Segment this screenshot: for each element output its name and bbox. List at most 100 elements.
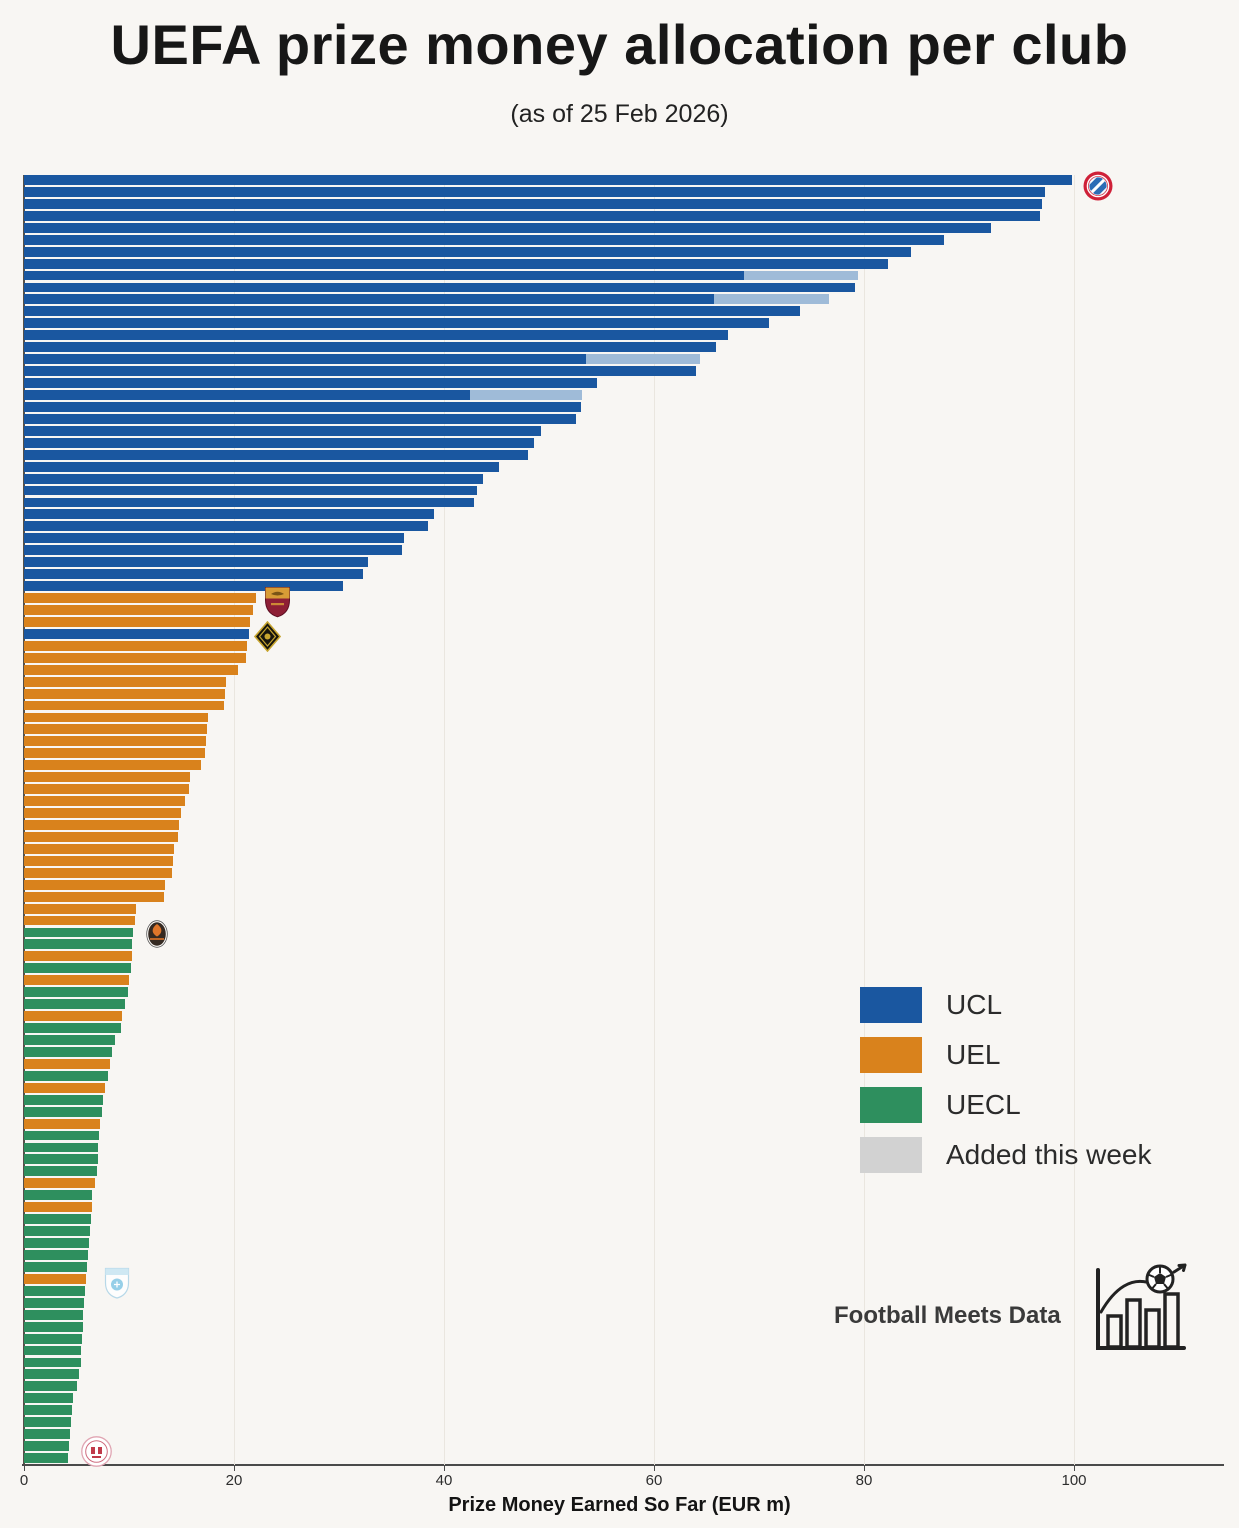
bar-ucl-10 <box>24 282 855 293</box>
bar-ucl-12 <box>24 306 800 317</box>
legend-item-uecl: UECL <box>860 1080 1151 1130</box>
bar-added-segment <box>585 354 701 365</box>
legend-label: UECL <box>946 1089 1021 1120</box>
bar-uecl-92 <box>24 1261 87 1272</box>
bar-uecl-86 <box>24 1190 93 1201</box>
bar-uel-48 <box>24 736 206 747</box>
bar-ucl-8 <box>24 258 889 269</box>
bar-ucl-28 <box>24 497 475 508</box>
bar-ucl-21 <box>24 413 577 424</box>
malmo-ff-crest <box>104 1267 130 1299</box>
bar-ucl-25 <box>24 461 499 472</box>
bar-uel-61 <box>24 891 164 902</box>
bar-uecl-103 <box>24 1393 74 1404</box>
bar-uel-57 <box>24 843 175 854</box>
legend-item-ucl: UCL <box>860 980 1151 1030</box>
gridline-80 <box>864 175 865 1465</box>
bar-ucl-15 <box>24 342 716 353</box>
bar-uel-60 <box>24 879 165 890</box>
bar-uecl-79 <box>24 1106 102 1117</box>
bar-uecl-98 <box>24 1333 82 1344</box>
bar-uel-42 <box>24 664 239 675</box>
bar-ucl-19 <box>24 390 471 400</box>
bar-ucl-5 <box>24 222 991 233</box>
bar-uecl-95 <box>24 1297 84 1308</box>
bar-uecl-84 <box>24 1166 97 1177</box>
bar-ucl-9 <box>24 270 745 281</box>
bar-uecl-69 <box>24 987 128 998</box>
x-tick-60 <box>654 1466 655 1471</box>
bar-uel-50 <box>24 760 202 771</box>
bar-uel-93 <box>24 1273 86 1284</box>
bar-ucl-22 <box>24 425 541 436</box>
gridline-40 <box>444 175 445 1465</box>
bar-ucl-35 <box>24 581 344 592</box>
bar-uecl-81 <box>24 1130 99 1141</box>
bar-uecl-91 <box>24 1250 88 1260</box>
legend-label: UCL <box>946 989 1003 1020</box>
bar-ucl-2 <box>24 186 1045 197</box>
bar-uel-43 <box>24 676 226 687</box>
x-tick-40 <box>444 1466 445 1471</box>
x-axis-line <box>22 1464 1224 1466</box>
brand-watermark: Football Meets Data <box>834 1302 1061 1329</box>
bar-added-segment <box>713 294 830 305</box>
bar-uecl-90 <box>24 1238 90 1248</box>
bar-uecl-73 <box>24 1035 116 1045</box>
bar-ucl-34 <box>24 569 364 580</box>
x-tick-label-0: 0 <box>19 1472 29 1489</box>
legend-swatch <box>860 1037 922 1073</box>
bar-uel-36 <box>24 593 257 603</box>
bar-uecl-89 <box>24 1226 91 1237</box>
x-axis-title: Prize Money Earned So Far (EUR m) <box>448 1494 791 1516</box>
chart-subtitle: (as of 25 Feb 2026) <box>510 100 729 128</box>
bar-uecl-64 <box>24 927 134 938</box>
x-tick-label-40: 40 <box>435 1472 453 1489</box>
bar-ucl-33 <box>24 557 369 568</box>
bar-ucl-13 <box>24 318 769 329</box>
bar-ucl-23 <box>24 437 535 448</box>
bar-uel-85 <box>24 1178 96 1189</box>
fmd-ball-barchart-logo <box>1096 1263 1187 1350</box>
x-tick-label-60: 60 <box>645 1472 663 1489</box>
bar-ucl-18 <box>24 378 598 388</box>
bar-ucl-6 <box>24 234 944 245</box>
black-gold-diamond-crest <box>254 621 281 652</box>
bar-uecl-101 <box>24 1369 79 1380</box>
bar-uecl-108 <box>24 1453 69 1463</box>
bar-uecl-107 <box>24 1441 70 1452</box>
bar-uel-71 <box>24 1011 122 1022</box>
bar-uel-37 <box>24 605 253 615</box>
legend-item-uel: UEL <box>860 1030 1151 1080</box>
bar-uel-41 <box>24 652 246 663</box>
bar-ucl-27 <box>24 485 477 496</box>
bar-ucl-17 <box>24 366 696 377</box>
bar-uel-59 <box>24 867 172 878</box>
x-tick-label-20: 20 <box>225 1472 243 1489</box>
bar-ucl-16 <box>24 354 586 365</box>
bar-uel-63 <box>24 915 136 926</box>
legend-label: UEL <box>946 1039 1001 1070</box>
bar-uel-66 <box>24 951 133 962</box>
bar-uecl-100 <box>24 1357 81 1368</box>
bayern-munich-crest <box>1083 171 1113 201</box>
bar-uel-62 <box>24 903 137 914</box>
bar-uel-51 <box>24 772 190 783</box>
bar-uecl-102 <box>24 1381 77 1392</box>
gridline-60 <box>654 175 655 1465</box>
bar-uel-80 <box>24 1118 100 1129</box>
bar-ucl-4 <box>24 210 1041 221</box>
bar-ucl-20 <box>24 401 581 412</box>
bar-uel-55 <box>24 820 180 830</box>
bar-uecl-67 <box>24 963 132 974</box>
bar-ucl-7 <box>24 246 912 257</box>
legend-item-added-this-week: Added this week <box>860 1130 1151 1180</box>
legend: UCL UEL UECL Added this week <box>860 980 1151 1180</box>
bar-uecl-74 <box>24 1046 113 1057</box>
x-tick-label-80: 80 <box>855 1472 873 1489</box>
bar-uecl-83 <box>24 1154 98 1165</box>
x-tick-80 <box>864 1466 865 1471</box>
bar-ucl-14 <box>24 330 728 341</box>
bar-uecl-78 <box>24 1094 103 1105</box>
